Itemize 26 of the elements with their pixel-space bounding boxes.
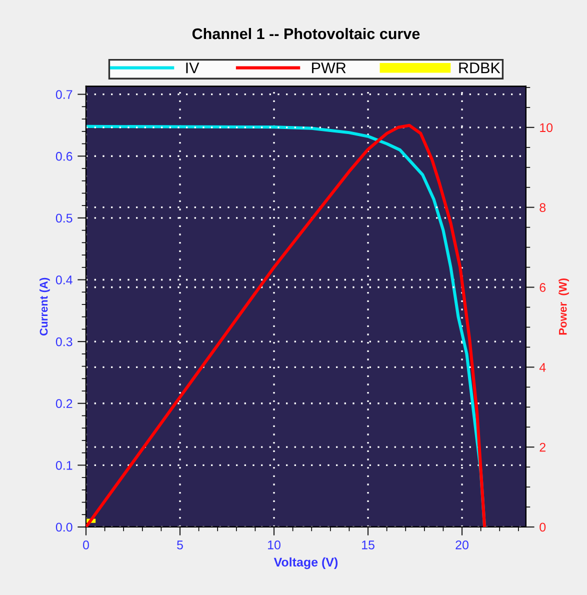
y2-tick-label: 4	[539, 363, 546, 372]
y2-tick-label: 10	[540, 123, 553, 132]
legend-label: IV	[186, 62, 200, 74]
x-tick-label: 15	[362, 540, 374, 550]
y-tick-label: 0.3	[56, 337, 72, 346]
y-tick-label: 0.1	[56, 460, 72, 470]
x-axis-title: Voltage (V)	[274, 557, 338, 570]
y-tick-label: 0.0	[56, 522, 72, 532]
x-tick-label: 5	[177, 540, 183, 550]
y2-tick-label: 2	[540, 442, 546, 452]
y-tick-label: 0.4	[56, 276, 72, 284]
x-tick-label: 10	[268, 540, 280, 550]
chart-title: Channel 1 -- Photovoltaic curve	[192, 28, 420, 40]
y-tick-label: 0.5	[56, 214, 72, 223]
y-tick-label: 0.6	[56, 152, 72, 161]
y2-axis-title: Power (W)	[558, 278, 569, 335]
y2-tick-label: 6	[540, 283, 546, 292]
legend-label: RDBK	[459, 62, 500, 74]
y2-tick-label: 0	[540, 522, 546, 532]
legend-label: PWR	[312, 62, 346, 74]
y-tick-label: 0.2	[56, 399, 72, 408]
y-axis-title: Current (A)	[40, 278, 50, 336]
y2-tick-label: 8	[540, 203, 546, 212]
y-tick-label: 0.7	[56, 90, 72, 99]
x-tick-label: 0	[83, 540, 89, 550]
x-tick-label: 20	[456, 540, 468, 550]
